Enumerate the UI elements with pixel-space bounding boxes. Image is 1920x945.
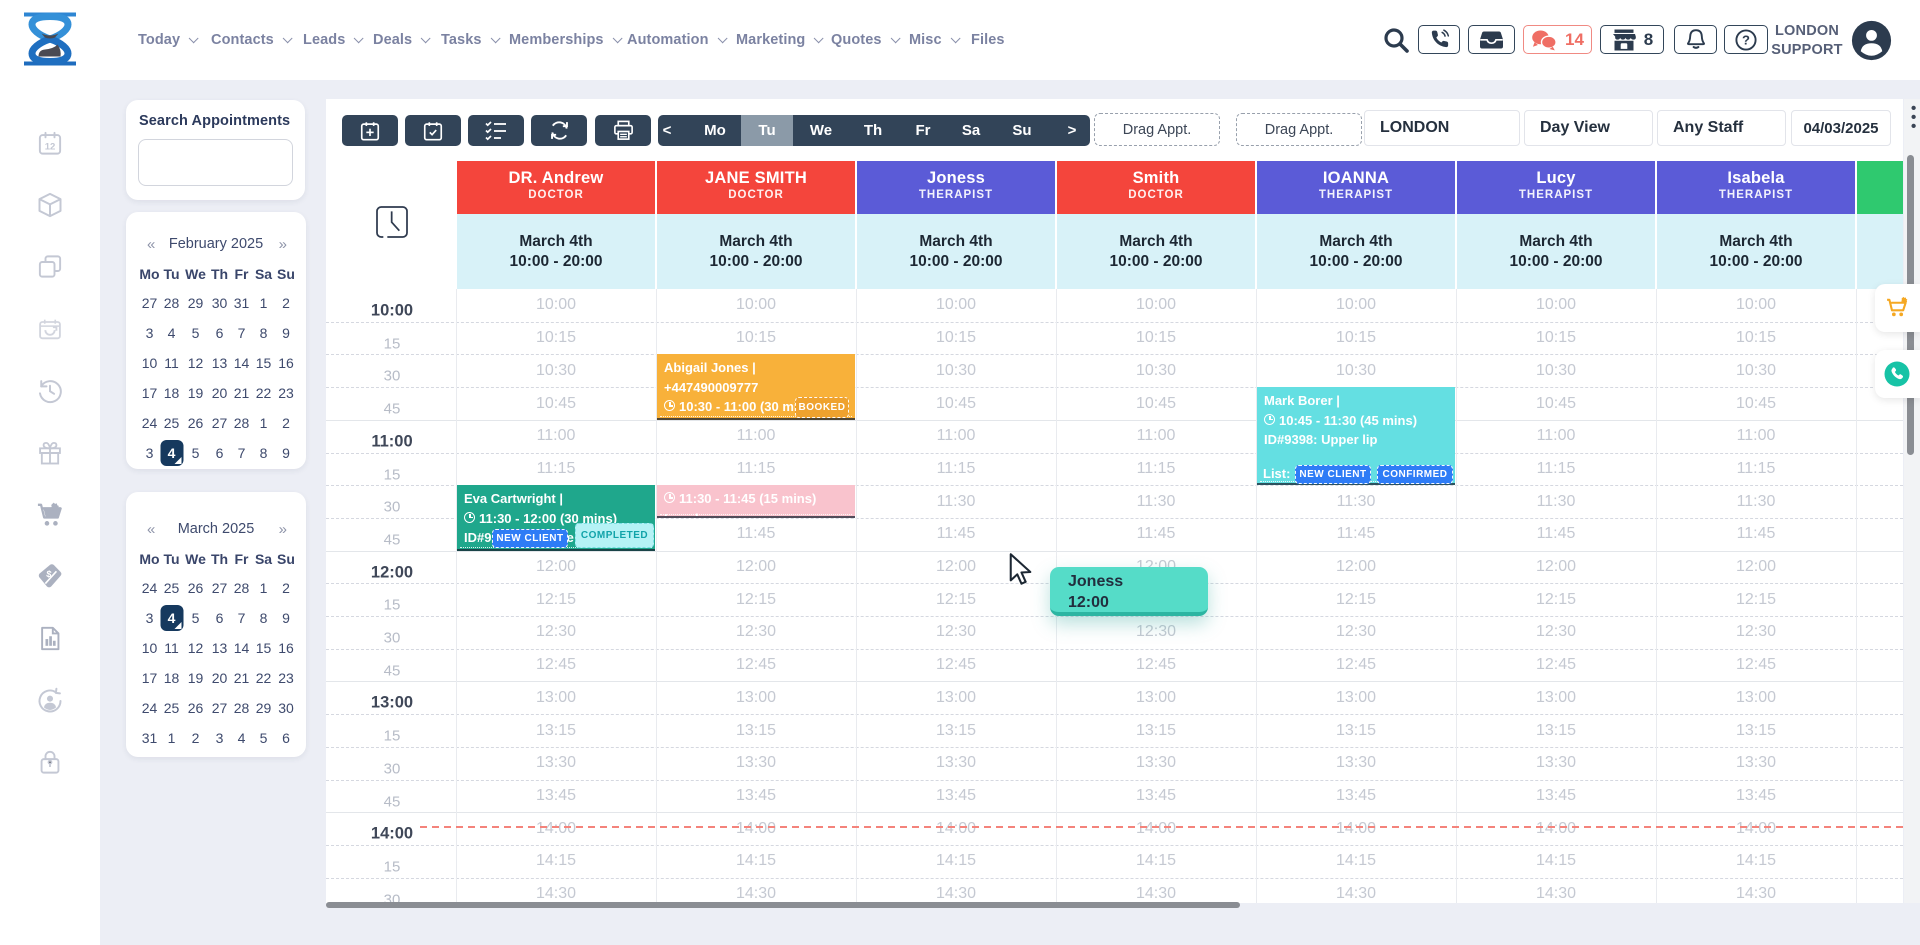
svg-text:12: 12 xyxy=(45,142,56,153)
svg-text:$: $ xyxy=(46,569,53,580)
svg-text:?: ? xyxy=(1742,32,1750,47)
